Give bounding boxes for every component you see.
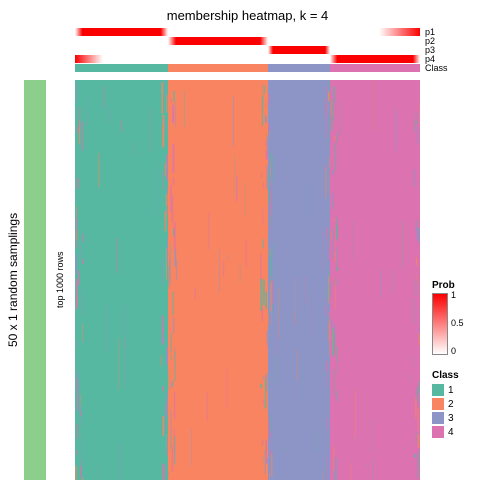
y-axis-inner-label: top 1000 rows: [55, 80, 69, 480]
prob-tick-0: 0: [451, 346, 464, 356]
class-label: 2: [448, 399, 454, 410]
class-swatch: [432, 412, 444, 424]
sampling-indicator-bar: [24, 80, 46, 480]
prob-tick-1: 1: [451, 290, 464, 318]
class-label: 1: [448, 385, 454, 396]
track-p2: [75, 37, 420, 45]
class-legend-item: 2: [432, 397, 459, 411]
heatmap-body: [75, 80, 420, 480]
class-swatch: [432, 398, 444, 410]
heatmap-area: [75, 28, 420, 480]
track-label-class: Class: [425, 63, 448, 73]
chart-title: membership heatmap, k = 4: [75, 8, 420, 23]
y-axis-outer-label: 50 x 1 random samplings: [6, 80, 22, 480]
prob-tick-half: 0.5: [451, 318, 464, 346]
class-legend-title: Class: [432, 370, 459, 381]
annotation-tracks: [75, 28, 420, 73]
class-label: 4: [448, 427, 454, 438]
track-class: [75, 64, 420, 72]
prob-legend: Prob 1 0.5 0: [432, 280, 455, 355]
track-p3: [75, 46, 420, 54]
class-swatch: [432, 426, 444, 438]
track-p4: [75, 55, 420, 63]
class-legend-item: 3: [432, 411, 459, 425]
class-legend-items: 1 2 3 4: [432, 383, 459, 439]
class-label: 3: [448, 413, 454, 424]
class-swatch: [432, 384, 444, 396]
prob-ticks: 1 0.5 0: [451, 290, 464, 356]
class-legend-item: 1: [432, 383, 459, 397]
class-legend: Class 1 2 3 4: [432, 370, 459, 439]
prob-gradient-bar: 1 0.5 0: [432, 293, 448, 355]
track-p1: [75, 28, 420, 36]
class-legend-item: 4: [432, 425, 459, 439]
